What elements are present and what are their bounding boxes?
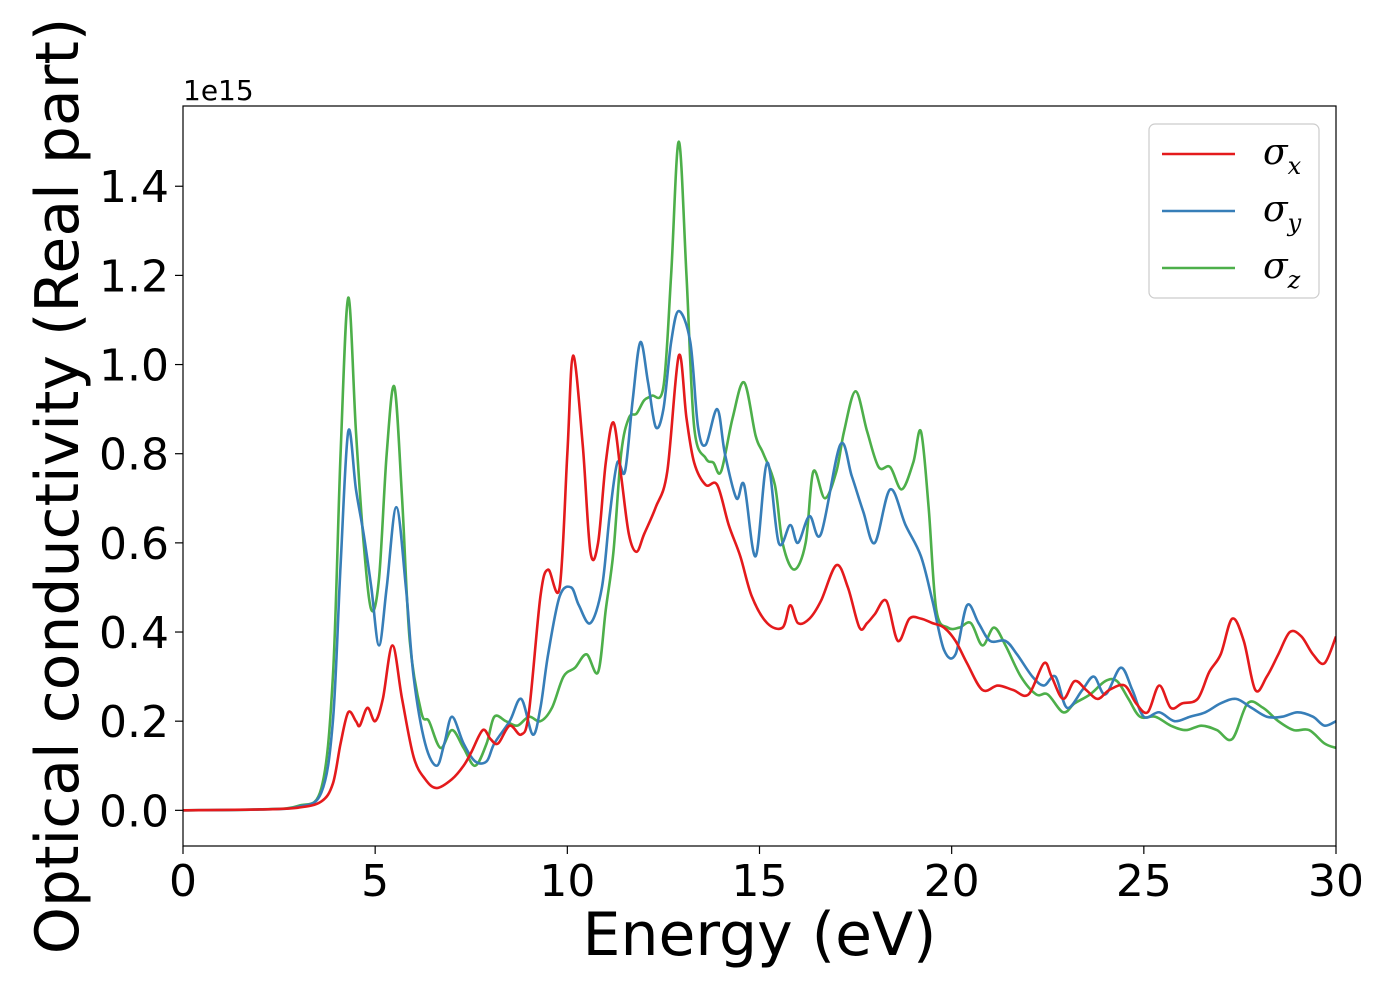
- x-tick-label: 0: [169, 856, 197, 907]
- y-tick-label: 0.4: [99, 608, 169, 659]
- x-tick-label: 30: [1308, 856, 1364, 907]
- y-tick-label: 1.4: [99, 162, 169, 213]
- y-tick-label: 1.2: [99, 251, 169, 302]
- y-axis-ticks: 0.0 0.2 0.4 0.6 0.8 1.0 1.2 1.4: [99, 162, 183, 837]
- x-tick-label: 10: [539, 856, 595, 907]
- x-tick-label: 15: [732, 856, 788, 907]
- y-tick-label: 0.0: [99, 786, 169, 837]
- x-tick-label: 5: [361, 856, 389, 907]
- y-tick-label: 0.8: [99, 430, 169, 481]
- x-axis-ticks: 0 5 10 15 20 25 30: [169, 846, 1364, 907]
- y-offset-label: 1e15: [183, 74, 254, 107]
- series-line-x: [183, 353, 1336, 812]
- x-tick-label: 20: [924, 856, 980, 907]
- x-axis-title: Energy (eV): [583, 900, 937, 970]
- series-line-y: [183, 309, 1336, 812]
- y-tick-label: 1.0: [99, 341, 169, 392]
- x-tick-label: 25: [1116, 856, 1172, 907]
- series-layer: [183, 140, 1336, 812]
- y-tick-label: 0.2: [99, 697, 169, 748]
- y-tick-label: 0.6: [99, 519, 169, 570]
- y-axis-title: Optical conductivity (Real part): [23, 18, 93, 955]
